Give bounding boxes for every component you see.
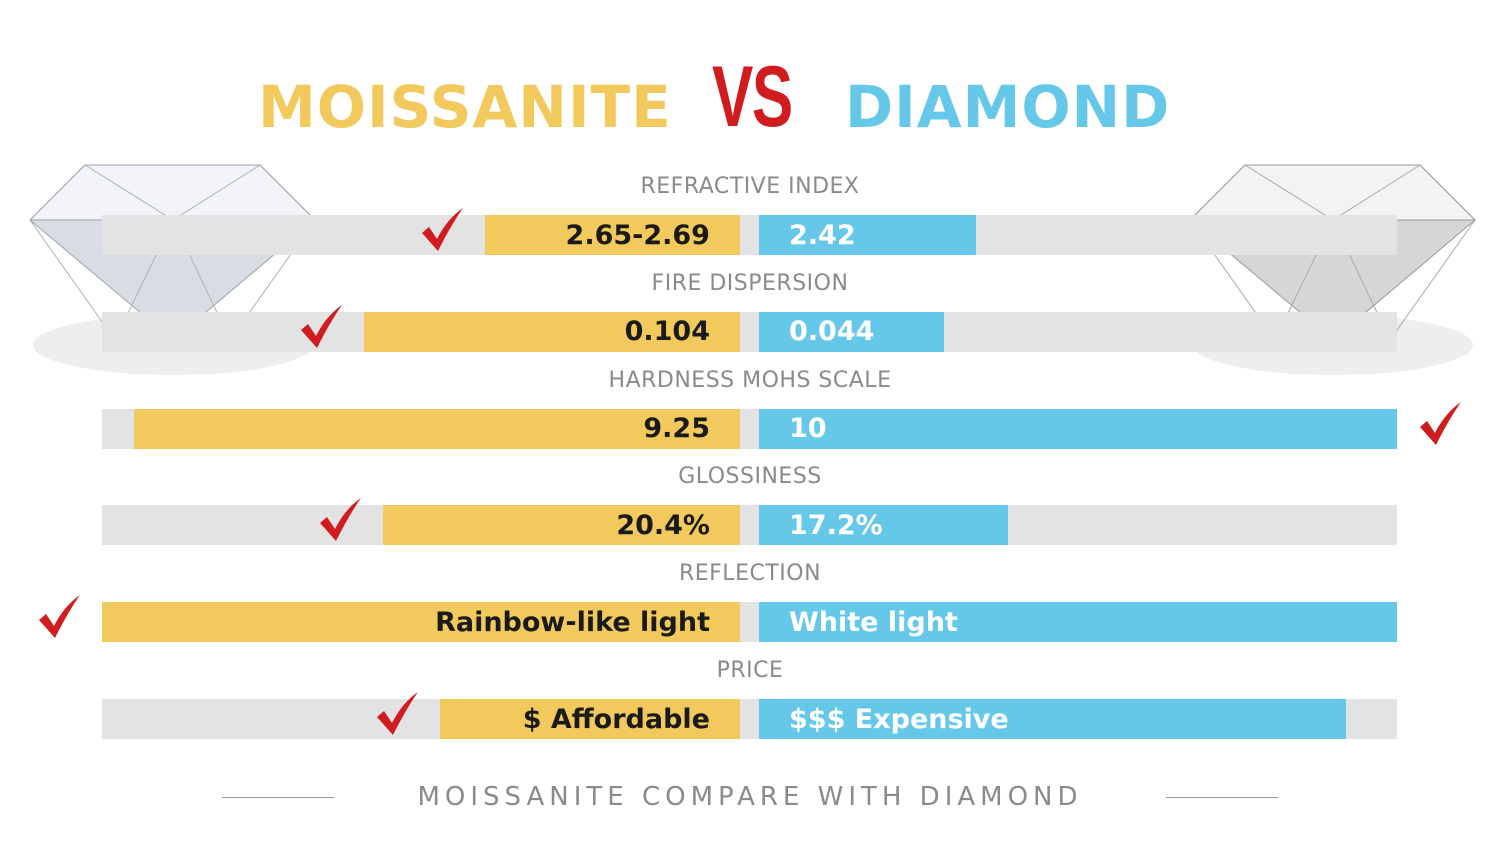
vs-title: VS	[712, 49, 793, 145]
diamond-value: 17.2%	[789, 509, 883, 541]
moissanite-value: 20.4%	[616, 509, 710, 541]
bar-track: 9.25 10	[102, 408, 1397, 449]
moissanite-bar: 0.104	[363, 311, 740, 352]
diamond-value: 10	[789, 413, 827, 445]
footer-caption: MOISSANITE COMPARE WITH DIAMOND	[417, 782, 1083, 812]
check-mark-icon	[1417, 399, 1465, 447]
footer-divider-left	[222, 797, 334, 798]
category-label: PRICE	[716, 658, 784, 683]
diamond-title: DIAMOND	[845, 73, 1171, 141]
footer-divider-right	[1166, 797, 1278, 798]
diamond-value: 0.044	[789, 316, 875, 348]
diamond-value: $$$ Expensive	[789, 703, 1009, 735]
diamond-value: 2.42	[789, 219, 856, 251]
moissanite-value: $ Affordable	[522, 703, 710, 735]
moissanite-value: 2.65-2.69	[565, 219, 710, 251]
bar-track: Rainbow-like light White light	[102, 602, 1397, 643]
check-mark-icon	[298, 302, 346, 350]
diamond-bar: 0.044	[759, 311, 945, 352]
check-mark-icon	[374, 689, 422, 737]
diamond-bar: 17.2%	[759, 505, 1008, 546]
check-mark-icon	[317, 495, 365, 543]
category-label: GLOSSINESS	[678, 464, 822, 490]
bar-track: $ Affordable $$$ Expensive	[102, 699, 1397, 739]
diamond-bar: 2.42	[759, 215, 976, 255]
category-label: FIRE DISPERSION	[651, 270, 849, 296]
moissanite-title: MOISSANITE	[258, 73, 672, 141]
moissanite-bar: $ Affordable	[440, 699, 740, 739]
bar-track: 0.104 0.044	[102, 311, 1397, 352]
check-mark-icon	[36, 592, 84, 640]
moissanite-value: 0.104	[624, 316, 710, 348]
moissanite-value: 9.25	[643, 413, 710, 445]
check-mark-icon	[419, 205, 467, 253]
category-label: REFRACTIVE INDEX	[640, 174, 860, 199]
moissanite-bar: 20.4%	[382, 505, 740, 546]
diamond-value: White light	[789, 606, 958, 638]
diamond-bar: White light	[759, 602, 1397, 643]
diamond-bar: $$$ Expensive	[759, 699, 1346, 739]
category-label: HARDNESS MOHS SCALE	[608, 367, 892, 393]
bar-track: 2.65-2.69 2.42	[102, 215, 1397, 255]
moissanite-value: Rainbow-like light	[435, 606, 710, 638]
bar-track: 20.4% 17.2%	[102, 505, 1397, 546]
diamond-bar: 10	[759, 408, 1397, 449]
moissanite-bar: Rainbow-like light	[102, 602, 740, 643]
category-label: REFLECTION	[678, 561, 822, 587]
moissanite-bar: 9.25	[133, 408, 740, 449]
moissanite-bar: 2.65-2.69	[484, 215, 740, 255]
